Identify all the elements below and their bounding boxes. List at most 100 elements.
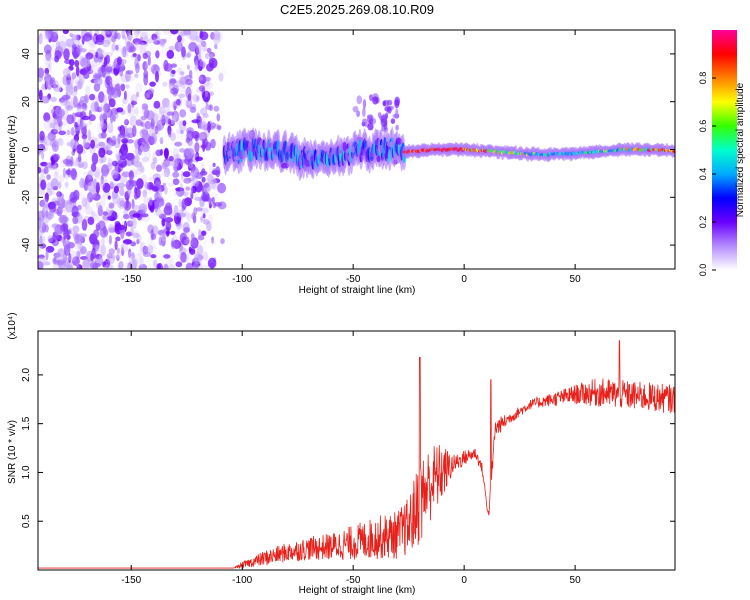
heatmap-cell [170,118,176,126]
heatmap-cell [129,115,138,127]
heatmap-cell [80,191,84,200]
heatmap-cell [38,89,43,101]
heatmap-cell [54,225,60,236]
heatmap-cell [136,239,140,245]
heatmap-cell [49,56,55,61]
heatmap-cell [94,101,99,112]
heatmap-cell [47,63,51,71]
heatmap-cell [75,45,81,53]
heatmap-cell [128,45,136,53]
heatmap-cell [143,73,149,86]
heatmap-cell [109,254,117,260]
heatmap-cell [63,48,70,61]
heatmap-cell [121,242,129,253]
heatmap-cell [197,59,204,71]
spectrogram-heatmap [38,30,675,269]
heatmap-cell [90,139,95,149]
heatmap-cell [44,224,49,233]
heatmap-cell [190,238,198,247]
heatmap-cell [66,68,72,78]
heatmap-cell [168,45,176,51]
heatmap-cell [217,125,222,131]
heatmap-cell [66,73,72,86]
heatmap-cell [184,79,193,86]
heatmap-cell [68,59,75,67]
heatmap-cell [62,68,71,77]
heatmap-cell [369,94,373,102]
heatmap-cell [106,94,114,100]
heatmap-cell [82,138,87,149]
heatmap-cell [161,97,170,108]
heatmap-cell [38,73,44,83]
heatmap-cell [199,30,204,38]
heatmap-cell [189,170,198,178]
heatmap-cell [133,155,140,163]
top-y-axis-label: Frequency (Hz) [7,116,18,185]
heatmap-cell [136,249,144,257]
heatmap-cell [207,121,211,133]
heatmap-cell [167,159,176,167]
heatmap-cell [96,244,104,254]
heatmap-cell [70,127,75,136]
heatmap-cell [79,95,88,103]
heatmap-cell [181,46,186,58]
heatmap-cell [51,108,58,115]
heatmap-cell [76,213,84,221]
heatmap-cell [71,205,79,218]
heatmap-cell [101,164,110,177]
heatmap-cell [202,90,211,103]
heatmap-cell [362,99,367,109]
heatmap-cell [81,102,88,111]
heatmap-cell [38,167,42,174]
heatmap-cell [200,40,207,48]
heatmap-cell [172,146,179,159]
heatmap-cell [163,167,171,178]
heatmap-cell [215,166,221,178]
heatmap-cell [175,98,181,106]
heatmap-cell [192,262,199,269]
heatmap-cell [43,166,49,175]
heatmap-cell [154,30,161,36]
heatmap-cell [124,119,129,126]
heatmap-cell [65,79,72,90]
heatmap-cell [50,190,55,196]
heatmap-cell [94,212,99,224]
heatmap-cell [45,78,50,88]
heatmap-cell [158,213,167,220]
heatmap-cell [180,252,187,263]
heatmap-cell [65,82,74,93]
heatmap-cell [117,133,121,145]
heatmap-cell [42,261,51,266]
heatmap-cell [147,38,154,44]
heatmap-cell [194,180,203,193]
heatmap-cell [124,118,129,125]
heatmap-cell [98,104,105,114]
heatmap-cell [55,166,60,177]
heatmap-cell [145,60,154,72]
heatmap-cell [172,178,180,185]
heatmap-cell [58,258,67,269]
heatmap-cell [201,120,208,131]
heatmap-cell [181,198,188,210]
heatmap-cell [83,180,89,191]
heatmap-cell [118,261,124,269]
heatmap-cell [187,93,192,102]
heatmap-cell [146,188,153,194]
heatmap-cell [160,115,169,124]
heatmap-cell [202,113,209,118]
heatmap-cell [100,117,105,129]
heatmap-cell [74,60,80,68]
heatmap-cell [59,158,67,168]
heatmap-cell [111,168,119,179]
heatmap-cell [362,118,368,124]
heatmap-cell [221,67,227,75]
heatmap-cell [128,248,132,259]
heatmap-cell [200,216,204,223]
heatmap-cell [48,60,53,73]
heatmap-cell [149,239,156,251]
heatmap-cell [178,93,186,98]
heatmap-cell [150,112,159,125]
heatmap-cell [145,92,150,99]
heatmap-cell [116,76,125,85]
heatmap-cell [162,30,170,35]
